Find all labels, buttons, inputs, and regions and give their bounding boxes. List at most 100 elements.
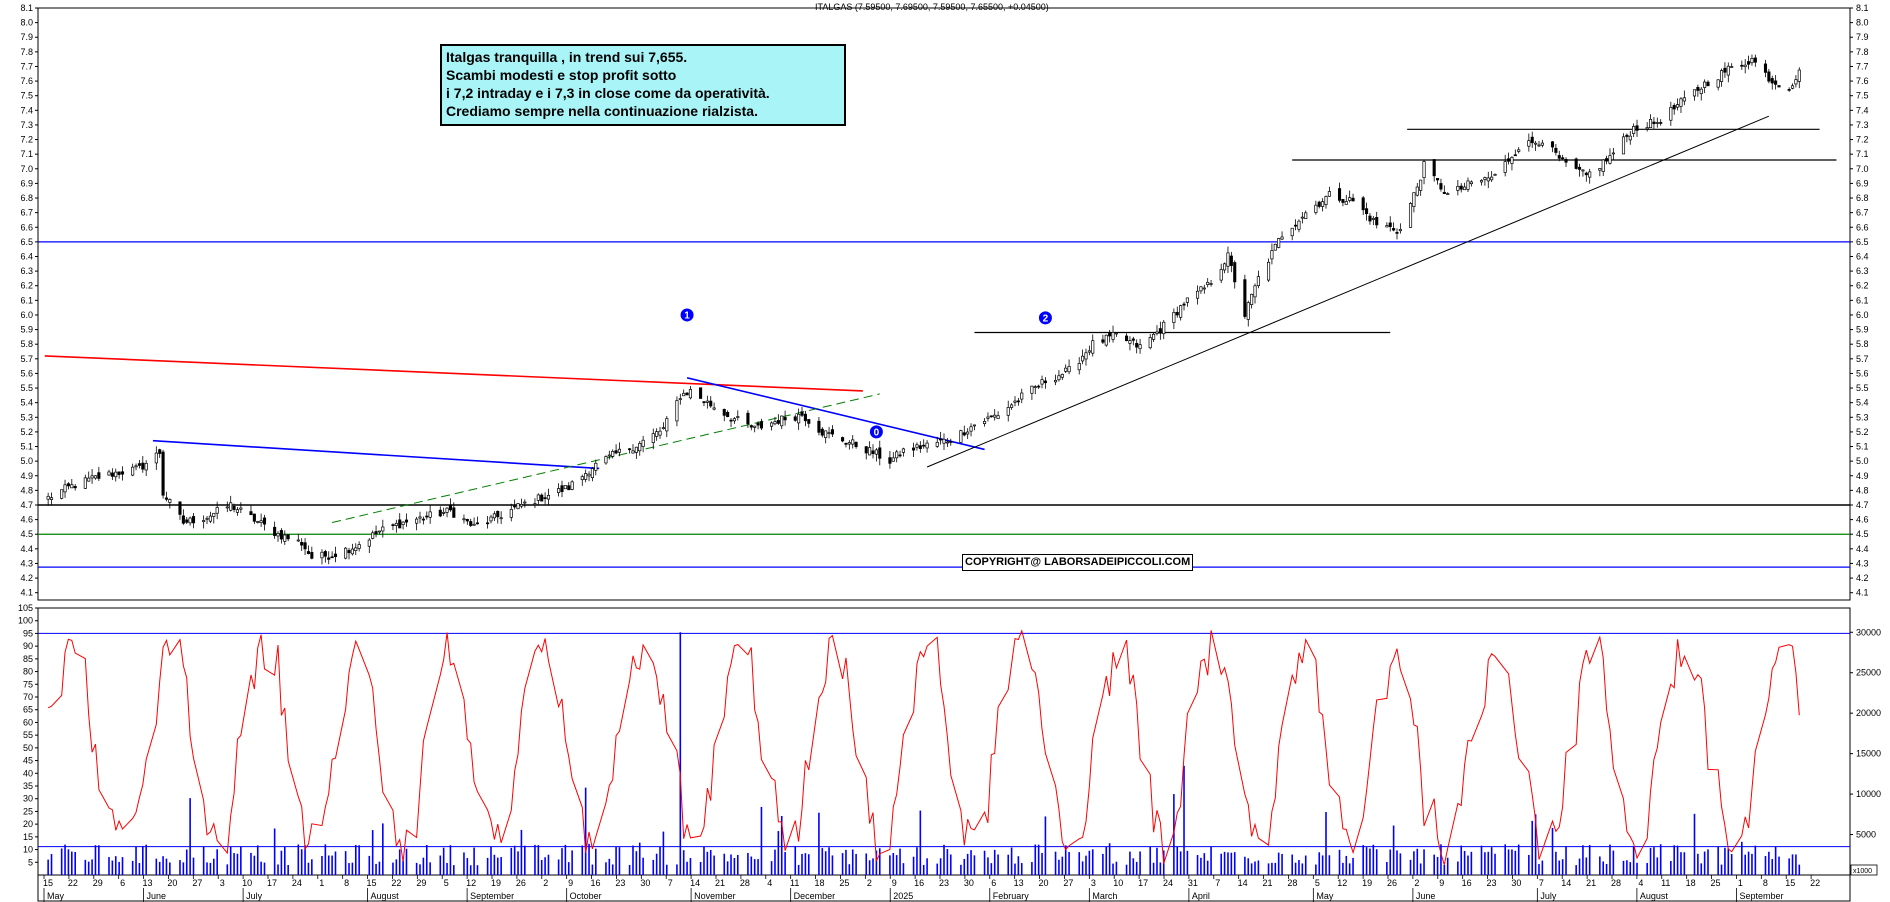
candle-body	[1111, 332, 1115, 340]
price-tick-label-right: 6.6	[1856, 222, 1869, 232]
price-tick-label-right: 5.7	[1856, 354, 1869, 364]
candle-body	[607, 454, 611, 457]
price-tick-label-right: 5.3	[1856, 412, 1869, 422]
candle-body	[709, 400, 713, 407]
candle-body	[793, 416, 797, 421]
candle-body	[249, 511, 253, 516]
candle-body	[759, 421, 763, 429]
candle-body	[469, 521, 473, 526]
trend-line	[926, 115, 1770, 468]
candle-body	[154, 452, 158, 464]
candle-body	[208, 515, 212, 522]
candle-body	[1699, 88, 1703, 94]
price-tick-label-right: 7.3	[1856, 120, 1869, 130]
candle-body	[46, 495, 50, 500]
candle-body	[1706, 81, 1710, 87]
osc-tick-label: 25	[23, 806, 33, 816]
candle-body	[1125, 335, 1129, 342]
candle-body	[475, 522, 480, 525]
osc-tick-label: 55	[23, 730, 33, 740]
candle-body	[658, 430, 662, 436]
candle-body	[594, 462, 598, 471]
candle-body	[381, 526, 385, 532]
price-tick-label-left: 6.2	[20, 281, 33, 291]
candle-body	[935, 441, 939, 447]
date-day-label: 22	[1810, 878, 1820, 888]
price-tick-label-left: 6.9	[20, 178, 33, 188]
price-tick-label-left: 7.7	[20, 61, 33, 71]
price-tick-label-right: 4.9	[1856, 471, 1869, 481]
candle-body	[1348, 197, 1352, 201]
candle-body	[320, 551, 324, 559]
candle-body	[415, 518, 419, 524]
candle-body	[1280, 236, 1284, 240]
candle-body	[878, 447, 882, 459]
price-tick-label-left: 6.6	[20, 222, 33, 232]
candle-body	[1588, 171, 1592, 178]
candle-body	[1750, 58, 1754, 64]
candle-body	[1195, 290, 1200, 299]
price-panel-frame	[37, 7, 1851, 601]
candle-body	[235, 509, 240, 513]
date-day-label: 12	[466, 878, 476, 888]
candle-body	[1314, 204, 1318, 213]
candle-body	[540, 494, 544, 502]
candle-body	[1206, 281, 1210, 285]
price-tick-label-right: 5.6	[1856, 368, 1869, 378]
candle-body	[97, 472, 101, 479]
date-day-label: 19	[1362, 878, 1372, 888]
osc-tick-label: 15	[23, 832, 33, 842]
candle-body	[1503, 161, 1507, 173]
candles	[46, 54, 1801, 565]
date-day-label: 14	[690, 878, 700, 888]
price-tick-label-left: 5.3	[20, 412, 33, 422]
candle-body	[1067, 365, 1071, 373]
candle-body	[276, 533, 280, 537]
candle-body	[1101, 339, 1105, 343]
date-day-label: 19	[491, 878, 501, 888]
candle-body	[1432, 159, 1436, 177]
candle-body	[628, 448, 632, 451]
candle-body	[1087, 350, 1091, 353]
candle-body	[807, 419, 811, 424]
candle-body	[702, 401, 706, 404]
candle-body	[1108, 332, 1112, 337]
candle-body	[1726, 65, 1730, 76]
price-tick-label-right: 5.9	[1856, 325, 1869, 335]
candle-body	[232, 506, 236, 510]
trend-line	[686, 377, 985, 451]
note-line-1: Italgas tranquilla , in trend sui 7,655.	[446, 49, 688, 65]
candle-body	[1233, 262, 1237, 283]
date-month-label: December	[794, 891, 836, 901]
date-day-label: 7	[668, 878, 673, 888]
date-day-label: 15	[367, 878, 377, 888]
candle-body	[797, 413, 801, 424]
candle-body	[1743, 64, 1747, 68]
candle-body	[824, 430, 828, 439]
candle-body	[746, 412, 750, 425]
candle-body	[611, 450, 615, 457]
candle-body	[300, 541, 304, 546]
date-day-label: 5	[444, 878, 449, 888]
annotation-note: Italgas tranquilla , in trend sui 7,655.…	[440, 44, 846, 126]
candle-body	[367, 539, 371, 547]
date-day-label: 26	[1387, 878, 1397, 888]
candle-body	[854, 441, 858, 448]
candle-body	[989, 415, 993, 418]
candle-body	[1611, 152, 1615, 155]
candle-body	[1601, 159, 1605, 172]
price-tick-label-left: 4.8	[20, 485, 33, 495]
price-tick-label-right: 6.7	[1856, 208, 1869, 218]
candle-body	[462, 518, 466, 521]
candle-body	[844, 442, 848, 445]
candle-body	[310, 552, 314, 559]
price-tick-label-right: 7.8	[1856, 47, 1869, 57]
candle-body	[1621, 136, 1626, 155]
trend-line	[152, 439, 600, 470]
candle-body	[557, 488, 561, 493]
candle-body	[1632, 126, 1636, 134]
candle-body	[682, 392, 686, 397]
date-day-label: 10	[1113, 878, 1123, 888]
candle-body	[1158, 328, 1162, 334]
candle-body	[1439, 183, 1443, 190]
